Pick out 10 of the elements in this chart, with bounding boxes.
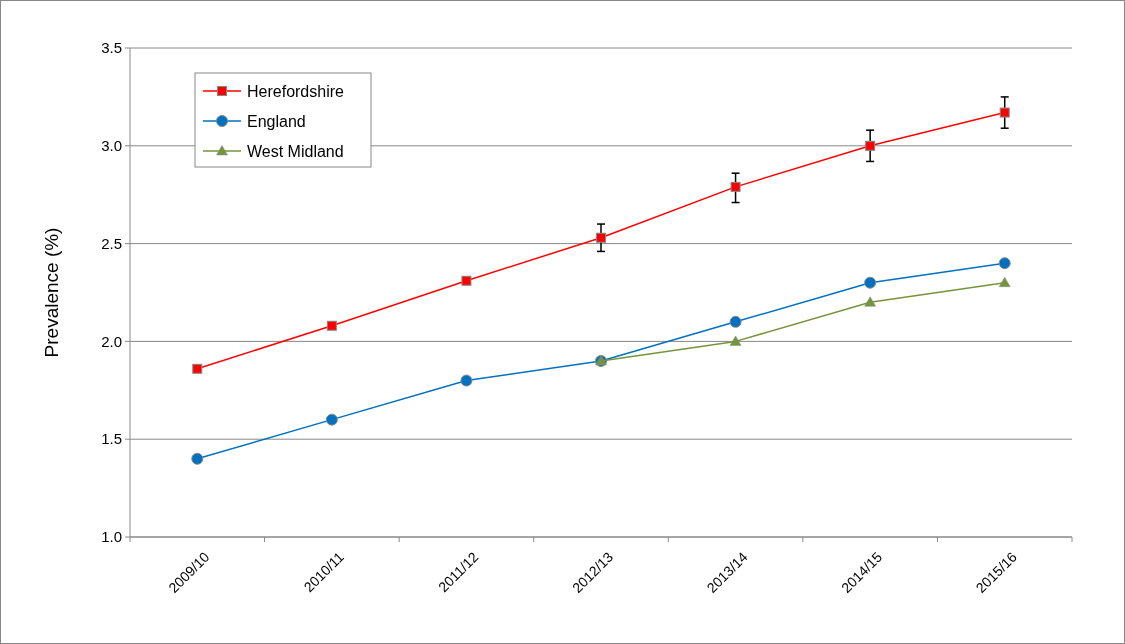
y-tick-label: 3.0: [101, 137, 122, 155]
legend-label: Herefordshire: [247, 82, 345, 100]
y-tick-label: 3.5: [101, 39, 122, 57]
y-tick-label: 1.0: [101, 528, 122, 546]
y-tick-label: 2.5: [101, 234, 122, 252]
y-tick-label: 2.0: [101, 332, 122, 350]
legend-label: West Midland: [247, 142, 344, 160]
y-tick-label: 1.5: [101, 430, 122, 448]
legend-label: England: [247, 112, 306, 130]
y-axis-title: Prevalence (%): [41, 227, 62, 358]
